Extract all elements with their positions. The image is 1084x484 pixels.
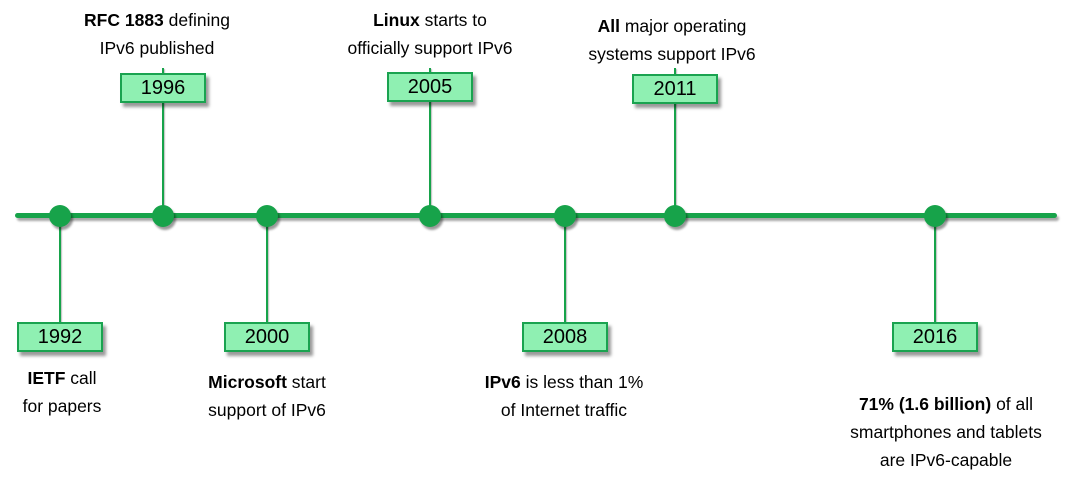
timeline-dot-2000 (256, 205, 278, 227)
event-connector-2005 (429, 68, 431, 215)
event-connector-2011 (674, 68, 676, 215)
timeline-dot-2005 (419, 205, 441, 227)
timeline-dot-1992 (49, 205, 71, 227)
event-label-2000: Microsoft start support of IPv6 (147, 368, 387, 424)
event-connector-2016 (934, 216, 936, 322)
year-box-2016: 2016 (892, 322, 978, 352)
year-label: 2011 (653, 78, 697, 100)
year-label: 1992 (37, 326, 83, 348)
label-line: 71% (1.6 billion) of all (858, 394, 1034, 414)
label-line: for papers (22, 396, 102, 416)
year-box-2011: 2011 (632, 74, 718, 104)
year-label: 2016 (912, 326, 958, 348)
year-box-2005: 2005 (387, 72, 473, 102)
label-line: All major operating (597, 16, 747, 36)
year-box-1992: 1992 (17, 322, 103, 352)
event-label-2016: 71% (1.6 billion) of all smartphones and… (816, 390, 1076, 474)
year-label: 1996 (140, 77, 186, 99)
label-line: RFC 1883 defining (84, 10, 230, 30)
timeline-dot-2008 (554, 205, 576, 227)
timeline-dot-2011 (664, 205, 686, 227)
event-connector-1992 (59, 216, 61, 322)
timeline-dot-2016 (924, 205, 946, 227)
year-label: 2005 (407, 76, 453, 98)
year-box-2000: 2000 (224, 322, 310, 352)
timeline-dot-1996 (152, 205, 174, 227)
event-connector-2008 (564, 216, 566, 322)
label-line: support of IPv6 (208, 400, 326, 420)
year-box-1996: 1996 (120, 73, 206, 103)
year-label: 2008 (542, 326, 588, 348)
label-line: Microsoft start (208, 372, 326, 392)
label-line: of Internet traffic (500, 400, 628, 420)
label-line: officially support IPv6 (347, 38, 513, 58)
label-line: IETF call (27, 368, 97, 388)
event-label-2011: All major operating systems support IPv6 (552, 12, 792, 68)
label-line: Linux starts to (373, 10, 487, 30)
event-label-1992: IETF call for papers (0, 364, 182, 420)
label-line: systems support IPv6 (588, 44, 756, 64)
label-line: smartphones and tablets (850, 422, 1042, 442)
event-label-2005: Linux starts to officially support IPv6 (310, 6, 550, 62)
label-line: are IPv6-capable (879, 450, 1013, 470)
event-connector-1996 (162, 68, 164, 215)
year-box-2008: 2008 (522, 322, 608, 352)
timeline-axis (15, 213, 1057, 218)
label-line: IPv6 is less than 1% (484, 372, 644, 392)
year-label: 2000 (244, 326, 290, 348)
event-label-2008: IPv6 is less than 1% of Internet traffic (444, 368, 684, 424)
event-label-1996: RFC 1883 defining IPv6 published (37, 6, 277, 62)
label-line: IPv6 published (99, 38, 215, 58)
event-connector-2000 (266, 216, 268, 322)
